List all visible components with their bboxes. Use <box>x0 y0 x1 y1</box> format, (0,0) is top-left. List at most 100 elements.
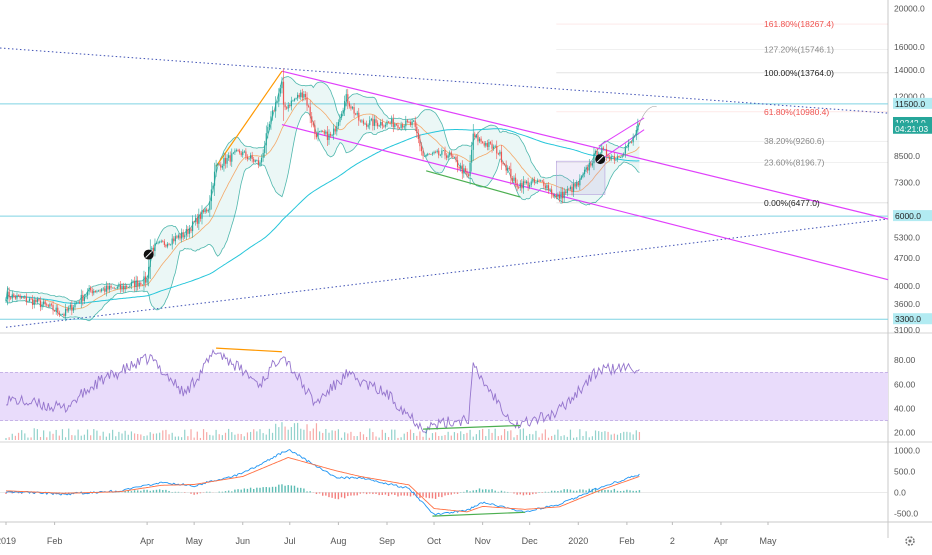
volume-bar <box>297 423 298 440</box>
candle-body <box>195 218 196 222</box>
candle-body <box>73 307 74 310</box>
volume-bar <box>466 433 467 440</box>
candle-body <box>302 93 303 98</box>
macd-hist-bar <box>322 492 323 495</box>
candle-body <box>286 107 287 108</box>
macd-hist-bar <box>262 487 263 492</box>
candle-body <box>244 152 245 153</box>
volume-bar <box>34 428 35 440</box>
volume-bar <box>554 435 555 440</box>
macd-hist-bar <box>222 492 223 493</box>
candle-body <box>626 147 627 148</box>
candle-body <box>480 139 481 142</box>
volume-bar <box>344 432 345 440</box>
candle-body <box>622 156 623 157</box>
candle-body <box>628 143 629 147</box>
candle-body <box>252 155 253 159</box>
candle-body <box>471 150 472 163</box>
macd-hist-bar <box>137 490 138 492</box>
volume-bar <box>275 424 276 440</box>
macd-hist-bar <box>156 490 157 493</box>
candle-body <box>225 158 226 164</box>
candle-body <box>499 152 500 155</box>
volume-bar <box>259 429 260 440</box>
candle-body <box>350 106 351 108</box>
macd-hist-bar <box>560 490 561 492</box>
candle-body <box>615 160 616 161</box>
candle-body <box>545 186 546 188</box>
volume-bar <box>253 429 254 440</box>
volume-bar <box>391 430 392 440</box>
volume-bar <box>523 428 524 440</box>
candle-body <box>284 105 285 108</box>
candle-body <box>603 148 604 149</box>
rsi-band <box>0 372 888 420</box>
candle-body <box>297 95 298 98</box>
candle-body <box>205 209 206 212</box>
macd-hist-bar <box>244 488 245 492</box>
candle-body <box>571 187 572 192</box>
candle-body <box>509 168 510 169</box>
volume-bar <box>27 438 28 440</box>
candle-body <box>176 236 177 237</box>
candle-body <box>311 116 312 123</box>
volume-bar <box>529 434 530 440</box>
candle-body <box>421 146 422 151</box>
candle-body <box>81 295 82 303</box>
candle-body <box>551 189 552 194</box>
candle-body <box>385 125 386 127</box>
macd-hist-bar <box>284 486 285 493</box>
candle-body <box>418 133 419 139</box>
macd-hist-bar <box>272 487 273 493</box>
candle-body <box>510 169 511 178</box>
macd-hist-bar <box>548 492 549 493</box>
volume-bar <box>71 435 72 440</box>
candle-body <box>95 291 96 292</box>
macd-hist-bar <box>447 492 448 495</box>
macd-hist-bar <box>338 492 339 499</box>
candle-body <box>153 248 154 251</box>
x-tick-15: May <box>759 536 777 546</box>
volume-bar <box>451 436 452 440</box>
macd-hist-bar <box>491 489 492 492</box>
volume-bar <box>426 428 427 440</box>
candle-body <box>175 236 176 241</box>
volume-bar <box>357 436 358 440</box>
macd-hist-bar <box>570 490 571 493</box>
volume-bar <box>172 433 173 440</box>
x-tick-8: Oct <box>427 536 442 546</box>
volume-bar <box>589 437 590 440</box>
candle-body <box>488 142 489 147</box>
macd-hist-bar <box>178 492 179 493</box>
macd-hist-bar <box>620 491 621 492</box>
volume-bar <box>244 436 245 440</box>
candle-body <box>462 166 463 174</box>
volume-bar <box>479 430 480 440</box>
volume-bar <box>366 437 367 440</box>
candle-body <box>631 142 632 143</box>
macd-hist-bar <box>168 491 169 493</box>
candle-body <box>518 187 519 188</box>
candle-body <box>253 159 254 162</box>
candle-body <box>7 292 8 300</box>
candle-body <box>26 297 27 302</box>
candle-body <box>463 168 464 173</box>
price-tick-15: 3100.0 <box>894 325 920 335</box>
volume-bar <box>375 436 376 440</box>
macd-hist-bar <box>250 488 251 493</box>
candle-body <box>589 163 590 170</box>
macd-hist-bar <box>200 492 201 493</box>
candle-body <box>82 295 83 301</box>
candle-body <box>16 295 17 298</box>
candle-body <box>183 232 184 237</box>
macd-hist-bar <box>369 492 370 493</box>
volume-bar <box>15 436 16 440</box>
volume-bar <box>9 437 10 440</box>
candle-body <box>568 189 569 190</box>
candle-body <box>13 294 14 296</box>
candle-body <box>341 114 342 118</box>
candle-body <box>372 119 373 126</box>
candle-body <box>487 143 488 147</box>
candle-body <box>617 157 618 160</box>
